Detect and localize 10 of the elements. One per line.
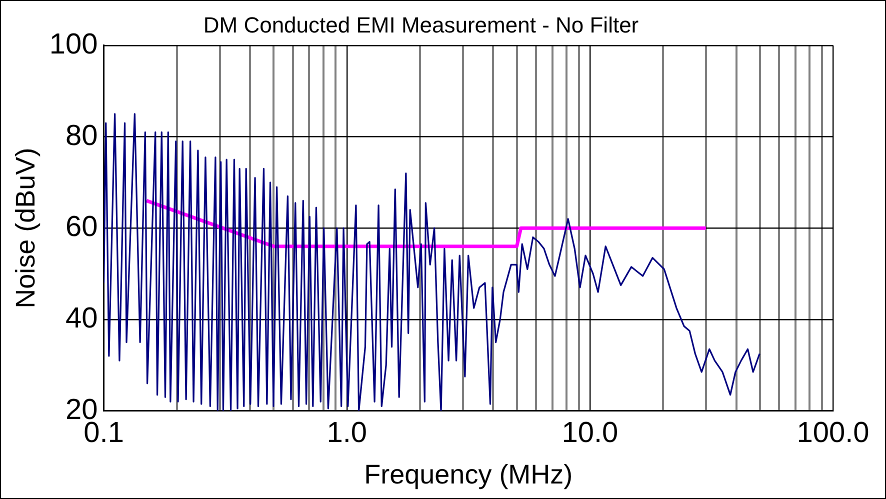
x-tick-label: 1.0 <box>326 417 368 450</box>
chart-title: DM Conducted EMI Measurement - No Filter <box>203 12 639 38</box>
y-axis-title: Noise (dBuV) <box>10 148 41 308</box>
x-tick-label: 100.0 <box>796 417 870 450</box>
x-tick-label: 10.0 <box>562 417 618 450</box>
y-tick-label: 60 <box>66 211 98 244</box>
y-tick-label: 40 <box>66 302 98 334</box>
y-tick-label: 80 <box>66 120 98 152</box>
x-axis-title: Frequency (MHz) <box>364 459 573 490</box>
y-tick-label: 100 <box>49 28 98 60</box>
